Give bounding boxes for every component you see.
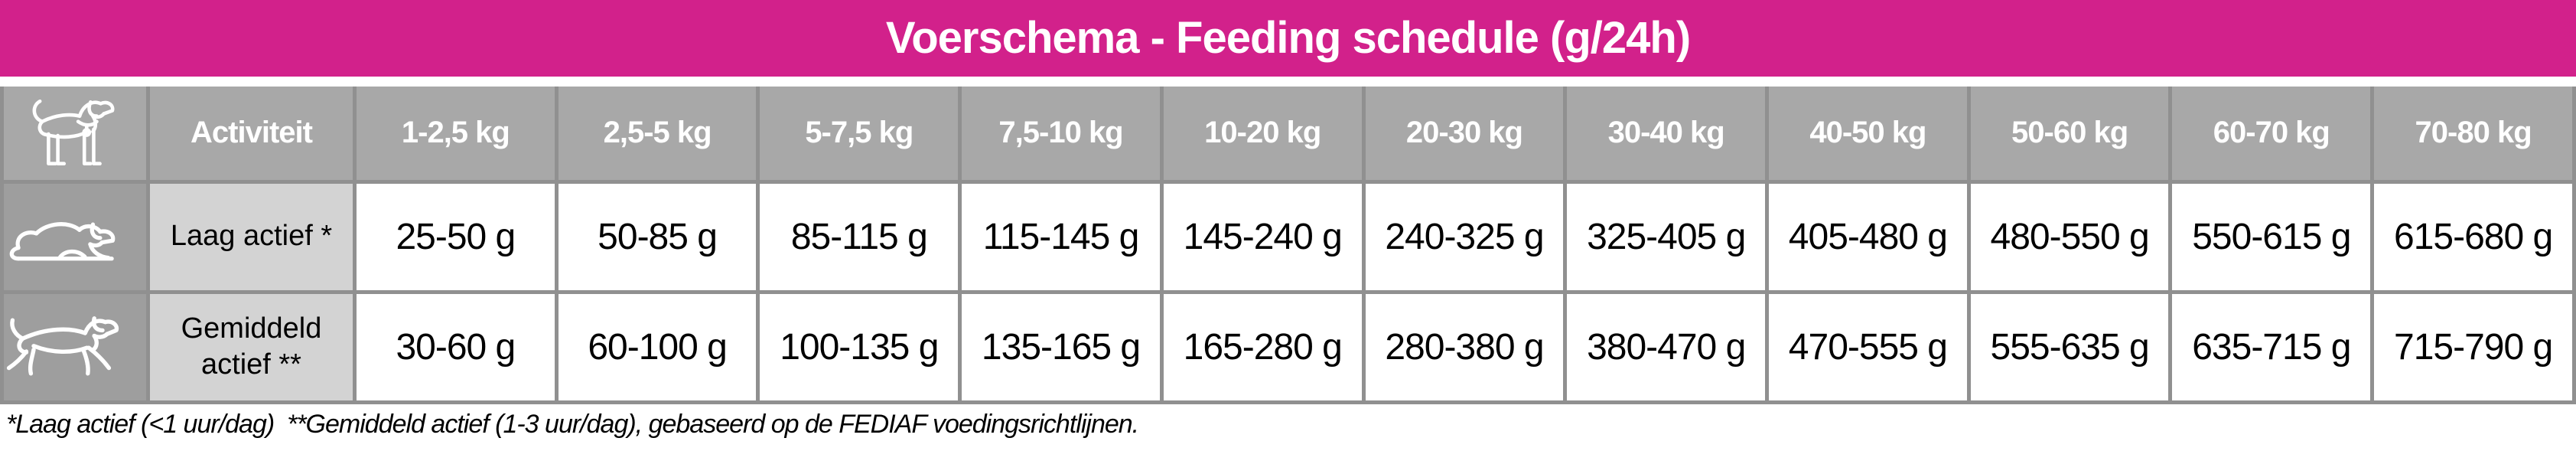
weight-column-header: 60-70 kg bbox=[2168, 87, 2375, 184]
feeding-value: 615-680 g bbox=[2370, 179, 2576, 294]
feeding-value: 635-715 g bbox=[2168, 289, 2375, 404]
dog-icon-header-cell bbox=[0, 87, 150, 184]
page-title: Voerschema - Feeding schedule (g/24h) bbox=[885, 13, 1691, 63]
feeding-value: 50-85 g bbox=[554, 179, 760, 294]
feeding-value: 85-115 g bbox=[756, 179, 962, 294]
lying-dog-icon bbox=[9, 222, 116, 261]
weight-column-header: 30-40 kg bbox=[1563, 87, 1770, 184]
feeding-value: 145-240 g bbox=[1159, 179, 1366, 294]
activity-label: Laag actief * bbox=[146, 179, 357, 294]
weight-column-header: 2,5-5 kg bbox=[554, 87, 760, 184]
feeding-value: 100-135 g bbox=[756, 289, 962, 404]
activity-label: Gemiddeld actief ** bbox=[146, 289, 357, 404]
weight-column-header: 20-30 kg bbox=[1361, 87, 1568, 184]
weight-column-header: 70-80 kg bbox=[2370, 87, 2576, 184]
weight-column-header: 10-20 kg bbox=[1159, 87, 1366, 184]
running-dog-icon bbox=[6, 316, 119, 376]
feeding-value: 550-615 g bbox=[2168, 179, 2375, 294]
feeding-value: 135-165 g bbox=[958, 289, 1164, 404]
running-dog-icon-cell bbox=[0, 289, 150, 404]
weight-column-header: 50-60 kg bbox=[1966, 87, 2173, 184]
feeding-schedule-banner: Voerschema - Feeding schedule (g/24h) bbox=[0, 0, 2576, 77]
weight-column-header: 40-50 kg bbox=[1765, 87, 1971, 184]
feeding-value: 555-635 g bbox=[1966, 289, 2173, 404]
table-row-medium-active: Gemiddeld actief ** 30-60 g 60-100 g 100… bbox=[0, 289, 2576, 404]
weight-column-header: 5-7,5 kg bbox=[756, 87, 962, 184]
lying-dog-icon-cell bbox=[0, 179, 150, 294]
feeding-value: 405-480 g bbox=[1765, 179, 1971, 294]
feeding-schedule-table: Activiteit 1-2,5 kg 2,5-5 kg 5-7,5 kg 7,… bbox=[0, 87, 2576, 404]
feeding-value: 380-470 g bbox=[1563, 289, 1770, 404]
feeding-value: 280-380 g bbox=[1361, 289, 1568, 404]
weight-column-header: 1-2,5 kg bbox=[353, 87, 559, 184]
table-row-low-active: Laag actief * 25-50 g 50-85 g 85-115 g 1… bbox=[0, 179, 2576, 294]
feeding-value: 115-145 g bbox=[958, 179, 1164, 294]
table-header-row: Activiteit 1-2,5 kg 2,5-5 kg 5-7,5 kg 7,… bbox=[0, 87, 2576, 184]
feeding-value: 60-100 g bbox=[554, 289, 760, 404]
feeding-value: 325-405 g bbox=[1563, 179, 1770, 294]
feeding-value: 480-550 g bbox=[1966, 179, 2173, 294]
feeding-value: 470-555 g bbox=[1765, 289, 1971, 404]
feeding-value: 165-280 g bbox=[1159, 289, 1366, 404]
feeding-value: 240-325 g bbox=[1361, 179, 1568, 294]
feeding-value: 715-790 g bbox=[2370, 289, 2576, 404]
banner-table-gap bbox=[0, 77, 2576, 87]
weight-column-header: 7,5-10 kg bbox=[958, 87, 1164, 184]
footnote-text: *Laag actief (<1 uur/dag) **Gemiddeld ac… bbox=[6, 410, 1139, 439]
feeding-value: 25-50 g bbox=[353, 179, 559, 294]
feeding-value: 30-60 g bbox=[353, 289, 559, 404]
activity-column-header: Activiteit bbox=[146, 87, 357, 184]
footnote-bar: *Laag actief (<1 uur/dag) **Gemiddeld ac… bbox=[0, 404, 2576, 446]
standing-dog-icon bbox=[32, 99, 115, 165]
